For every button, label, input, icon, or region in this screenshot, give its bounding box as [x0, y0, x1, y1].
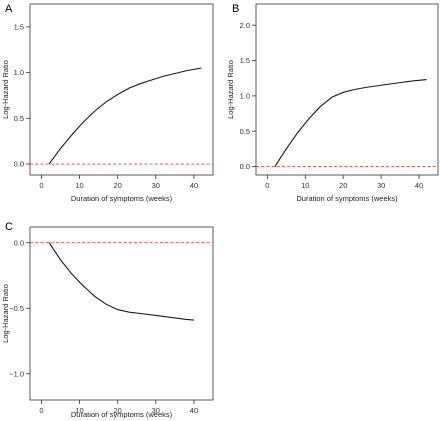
series-line: [48, 242, 194, 321]
x-tick-label: 40: [415, 181, 423, 190]
x-tick-label: 30: [377, 181, 385, 190]
panel-a: 0 10 20 30 40 0.0 0.5 1.0 1.5 Duration of symptom…: [1, 3, 214, 203]
y-tick-label: 2.0: [240, 21, 250, 30]
x-tick-label: 20: [114, 181, 122, 190]
y-tick-label: 0.5: [240, 127, 250, 136]
x-tick-label: 10: [75, 406, 83, 415]
x-tick-label: 10: [301, 181, 309, 190]
panel-c: 0 10 20 30 40 −1.0 −0.5 0.0 Duration of symptoms…: [1, 221, 214, 419]
y-tick-label: 0.0: [240, 162, 250, 171]
y-tick-label: 1.5: [240, 56, 250, 65]
y-tick-label: 0.5: [14, 114, 24, 123]
y-tick-label: −1.0: [9, 369, 24, 378]
plot-frame: [29, 226, 214, 401]
x-tick-label: 40: [190, 181, 198, 190]
panel-letter: C: [5, 221, 13, 233]
x-axis-label: Duration of symptoms (weeks): [71, 194, 173, 203]
x-axis-label: Duration of symptoms (weeks): [71, 410, 173, 419]
plot-frame: [255, 3, 439, 176]
x-tick-label: 40: [190, 406, 198, 415]
x-axis-label: Duration of symptoms (weeks): [296, 194, 398, 203]
x-tick-label: 0: [39, 181, 43, 190]
y-axis-label: Log-Hazard Ratio: [1, 284, 10, 343]
y-tick-label: 0.0: [14, 238, 24, 247]
x-tick-label: 0: [265, 181, 269, 190]
y-axis-label: Log-Hazard Ratio: [226, 60, 235, 119]
x-tick-label: 20: [339, 181, 347, 190]
y-tick-label: 0.0: [14, 160, 24, 169]
y-axis-label: Log-Hazard Ratio: [1, 60, 10, 119]
x-tick-label: 10: [75, 181, 83, 190]
series-line: [48, 67, 202, 165]
y-tick-label: −0.5: [9, 304, 24, 313]
series-line: [274, 79, 427, 167]
panel-b: 0 10 20 30 40 0.0 0.5 1.0 1.5 2.0 Duration of symp…: [226, 3, 439, 203]
x-tick-label: 0: [39, 406, 43, 415]
y-tick-label: 1.0: [240, 91, 250, 100]
plot-frame: [29, 3, 214, 176]
panel-letter: A: [5, 3, 13, 15]
x-tick-label: 30: [152, 406, 160, 415]
y-tick-label: 1.0: [14, 68, 24, 77]
x-tick-label: 20: [114, 406, 122, 415]
x-tick-label: 30: [152, 181, 160, 190]
panel-letter: B: [232, 3, 239, 15]
y-tick-label: 1.5: [14, 22, 24, 31]
